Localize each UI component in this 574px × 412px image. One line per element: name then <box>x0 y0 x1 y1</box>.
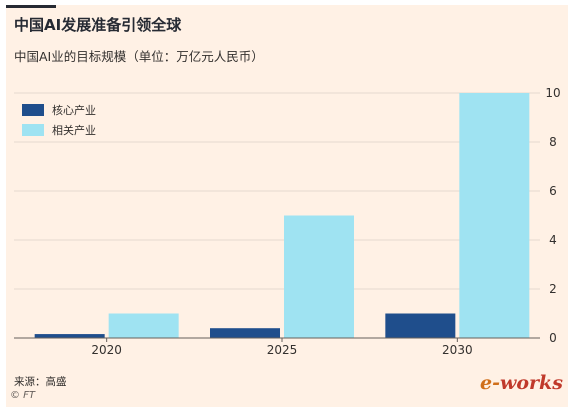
bar-core-2030 <box>385 313 456 338</box>
y-tick-label: 2 <box>549 282 557 296</box>
legend-item-related: 相关产业 <box>22 120 96 140</box>
bar-related-2025 <box>284 215 354 338</box>
chart-title: 中国AI发展准备引领全球 <box>14 16 182 34</box>
legend: 核心产业 相关产业 <box>22 100 96 140</box>
y-tick-label: 6 <box>549 184 557 198</box>
legend-item-core: 核心产业 <box>22 100 96 120</box>
copyright: © FT <box>10 390 36 401</box>
source-note: 来源：高盛 <box>14 376 67 388</box>
watermark-logo: e-works <box>480 372 563 394</box>
y-tick-label: 0 <box>549 331 557 345</box>
legend-swatch-related <box>22 124 44 136</box>
legend-label-related: 相关产业 <box>52 124 96 137</box>
y-tick-label: 10 <box>545 86 560 100</box>
legend-label-core: 核心产业 <box>52 104 96 117</box>
x-tick-label: 2020 <box>91 343 122 357</box>
title-accent-bar <box>6 5 56 8</box>
y-tick-label: 4 <box>549 233 557 247</box>
bar-related-2020 <box>108 313 179 338</box>
bar-core-2025 <box>210 328 280 338</box>
bar-core-2020 <box>34 334 105 338</box>
legend-swatch-core <box>22 104 44 116</box>
chart-subtitle: 中国AI业的目标规模（单位：万亿元人民币） <box>14 49 264 64</box>
x-tick-label: 2030 <box>442 343 473 357</box>
bar-related-2030 <box>459 93 530 338</box>
y-tick-label: 8 <box>549 135 557 149</box>
x-tick-label: 2025 <box>267 343 298 357</box>
